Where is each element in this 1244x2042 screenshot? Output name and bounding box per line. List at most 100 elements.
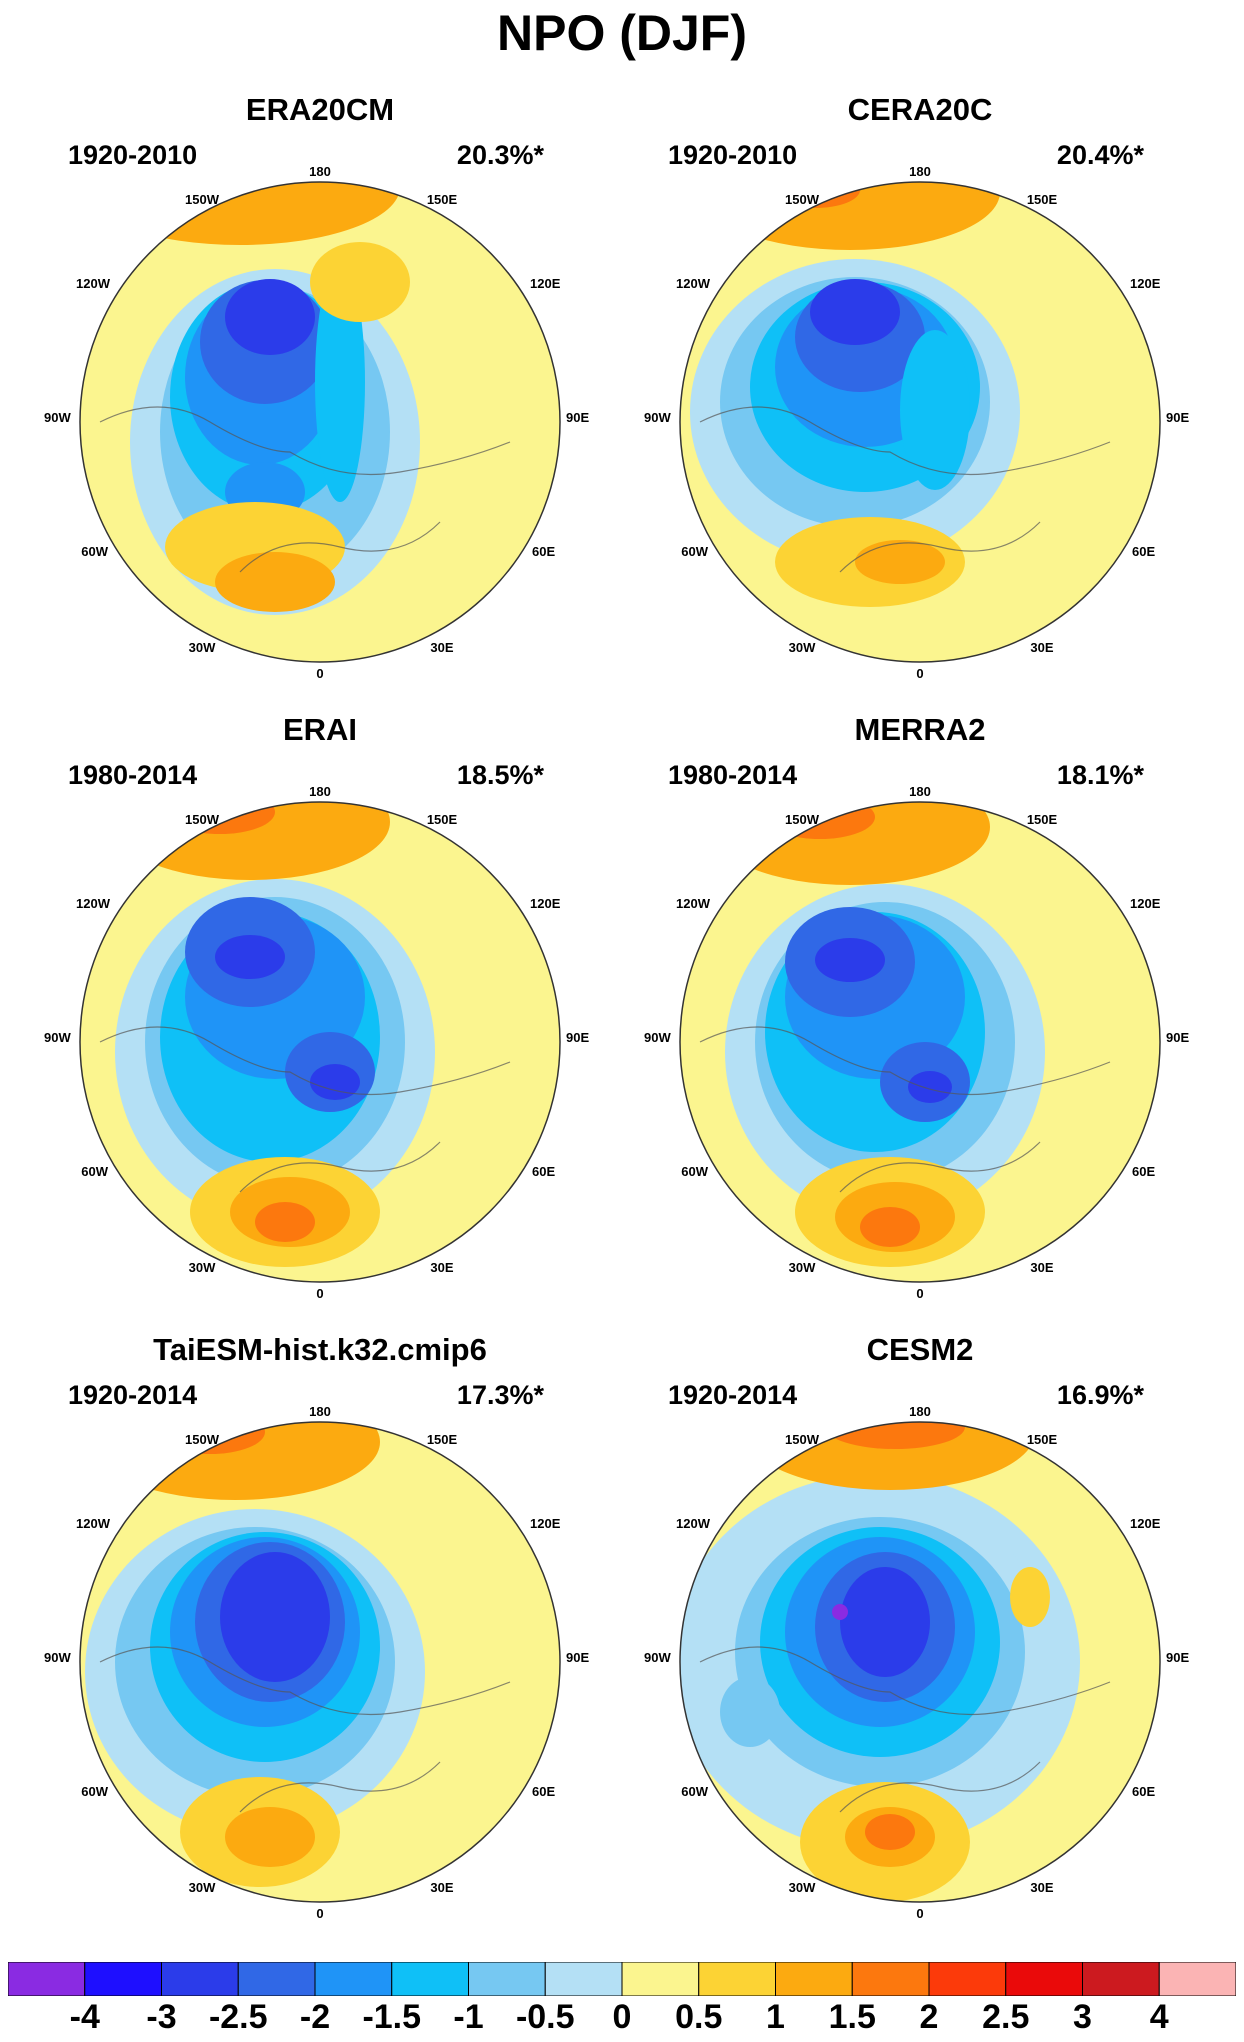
contour-region <box>1010 1567 1050 1627</box>
longitude-label: 180 <box>309 1404 331 1419</box>
map-border <box>79 801 561 1283</box>
longitude-label: 30E <box>430 1260 453 1275</box>
contour-region <box>900 330 970 490</box>
longitude-label: 60W <box>681 544 708 559</box>
colorbar-tick-label: -2 <box>299 1998 331 2036</box>
contour-region <box>865 1814 915 1850</box>
colorbar-tick-label: 0 <box>612 1998 632 2036</box>
colorbar <box>8 1962 1236 1996</box>
longitude-label: 120W <box>676 896 711 911</box>
panel-explained-variance: 18.1%* <box>1056 760 1144 790</box>
polar-map: 180 150W 150E 120W 120E 90W 90E 60W 60E 30W 30E 0 <box>44 784 589 1301</box>
polar-map: 180 150W 150E 120W 120E 90W 90E 60W 60E 30W 30E 0 <box>44 164 589 681</box>
panel-period: 1920-2014 <box>668 1380 798 1410</box>
longitude-label: 150W <box>785 192 820 207</box>
longitude-label: 30W <box>789 1260 816 1275</box>
contour-region <box>310 242 410 322</box>
map-panel-cesm2: 180 150W 150E 120W 120E 90W 90E 60W 60E 30W 30E 0 C… <box>640 1332 1200 1932</box>
panel-period: 1920-2014 <box>68 1380 198 1410</box>
longitude-label: 180 <box>909 1404 931 1419</box>
coastline <box>699 1026 1111 1096</box>
longitude-label: 90W <box>44 1030 71 1045</box>
panel-title: ERAI <box>282 712 358 747</box>
map-panel-era20cm: 180 150W 150E 120W 120E 90W 90E 60W 60E 30W 30E 0 E… <box>40 92 600 692</box>
longitude-label: 0 <box>316 1286 323 1301</box>
map-border <box>679 1421 1161 1903</box>
longitude-label: 150W <box>785 1432 820 1447</box>
colorbar-tick-label: -2.5 <box>208 1998 268 2036</box>
longitude-label: 90W <box>644 410 671 425</box>
colorbar-tick-label: -4 <box>69 1998 100 2036</box>
panel-explained-variance: 16.9%* <box>1056 1380 1144 1410</box>
colorbar-swatch <box>84 1962 162 1996</box>
longitude-label: 0 <box>316 1906 323 1921</box>
longitude-label: 30E <box>1030 1880 1053 1895</box>
longitude-label: 90E <box>1166 1650 1189 1665</box>
contour-region <box>810 279 900 345</box>
polar-map: 180 150W 150E 120W 120E 90W 90E 60W 60E 30W 30E 0 <box>644 784 1189 1301</box>
longitude-label: 60E <box>532 544 555 559</box>
colorbar-swatch <box>544 1962 623 1996</box>
longitude-label: 60W <box>81 544 108 559</box>
map-panel-cera20c: 180 150W 150E 120W 120E 90W 90E 60W 60E 30W 30E 0 C… <box>640 92 1200 692</box>
longitude-label: 30W <box>189 640 216 655</box>
longitude-label: 60E <box>532 1784 555 1799</box>
longitude-label: 60E <box>532 1164 555 1179</box>
panel-period: 1920-2010 <box>668 140 798 170</box>
longitude-label: 30E <box>430 1880 453 1895</box>
panel-period: 1920-2010 <box>68 140 198 170</box>
coastline <box>99 1646 511 1716</box>
contour-region <box>815 938 885 982</box>
colorbar-swatch <box>775 1962 853 1996</box>
colorbar-tick-label: -3 <box>146 1998 177 2036</box>
colorbar-swatch <box>391 1962 469 1996</box>
colorbar-swatch <box>698 1962 776 1996</box>
map-border <box>79 181 561 663</box>
panel-title: CERA20C <box>847 92 993 127</box>
colorbar-swatch <box>161 1962 239 1996</box>
longitude-label: 150E <box>1027 812 1058 827</box>
longitude-label: 120E <box>1130 1516 1161 1531</box>
figure-title: NPO (DJF) <box>497 5 747 61</box>
polar-map: 180 150W 150E 120W 120E 90W 90E 60W 60E 30W 30E 0 <box>644 1404 1189 1921</box>
colorbar-swatch <box>8 1962 86 1996</box>
longitude-label: 120W <box>676 1516 711 1531</box>
colorbar-tick-label: 2 <box>919 1998 939 2036</box>
colorbar-tick-label: -1.5 <box>362 1998 422 2036</box>
coastline <box>239 1141 441 1193</box>
longitude-label: 60W <box>681 1784 708 1799</box>
contour-region <box>220 1552 330 1682</box>
contour-region <box>215 935 285 979</box>
panel-explained-variance: 20.3%* <box>456 140 544 170</box>
longitude-label: 150E <box>427 192 458 207</box>
longitude-label: 0 <box>916 1906 923 1921</box>
longitude-label: 90W <box>644 1030 671 1045</box>
longitude-label: 90E <box>566 1650 589 1665</box>
panel-explained-variance: 18.5%* <box>456 760 544 790</box>
longitude-label: 120E <box>530 896 561 911</box>
panel-explained-variance: 20.4%* <box>1056 140 1144 170</box>
panel-period: 1980-2014 <box>68 760 198 790</box>
longitude-label: 30W <box>789 1880 816 1895</box>
contour-region <box>908 1071 952 1103</box>
panel-period: 1980-2014 <box>668 760 798 790</box>
longitude-label: 0 <box>916 666 923 681</box>
colorbar-swatch <box>237 1962 316 1996</box>
colorbar-swatch <box>314 1962 393 1996</box>
longitude-label: 120E <box>1130 276 1161 291</box>
coastline <box>839 521 1041 573</box>
longitude-label: 90E <box>1166 1030 1189 1045</box>
longitude-label: 120W <box>76 896 111 911</box>
map-border <box>679 181 1161 663</box>
coastline <box>239 1761 441 1813</box>
contour-region <box>840 1567 930 1677</box>
coastline <box>99 1026 511 1096</box>
longitude-label: 90W <box>44 1650 71 1665</box>
longitude-label: 120E <box>1130 896 1161 911</box>
coastline <box>839 1761 1041 1813</box>
colorbar-swatch <box>468 1962 546 1996</box>
coastline <box>239 521 441 573</box>
contour-region <box>215 552 335 612</box>
colorbar-tick-label: 1 <box>766 1998 785 2036</box>
colorbar-swatch <box>621 1962 700 1996</box>
